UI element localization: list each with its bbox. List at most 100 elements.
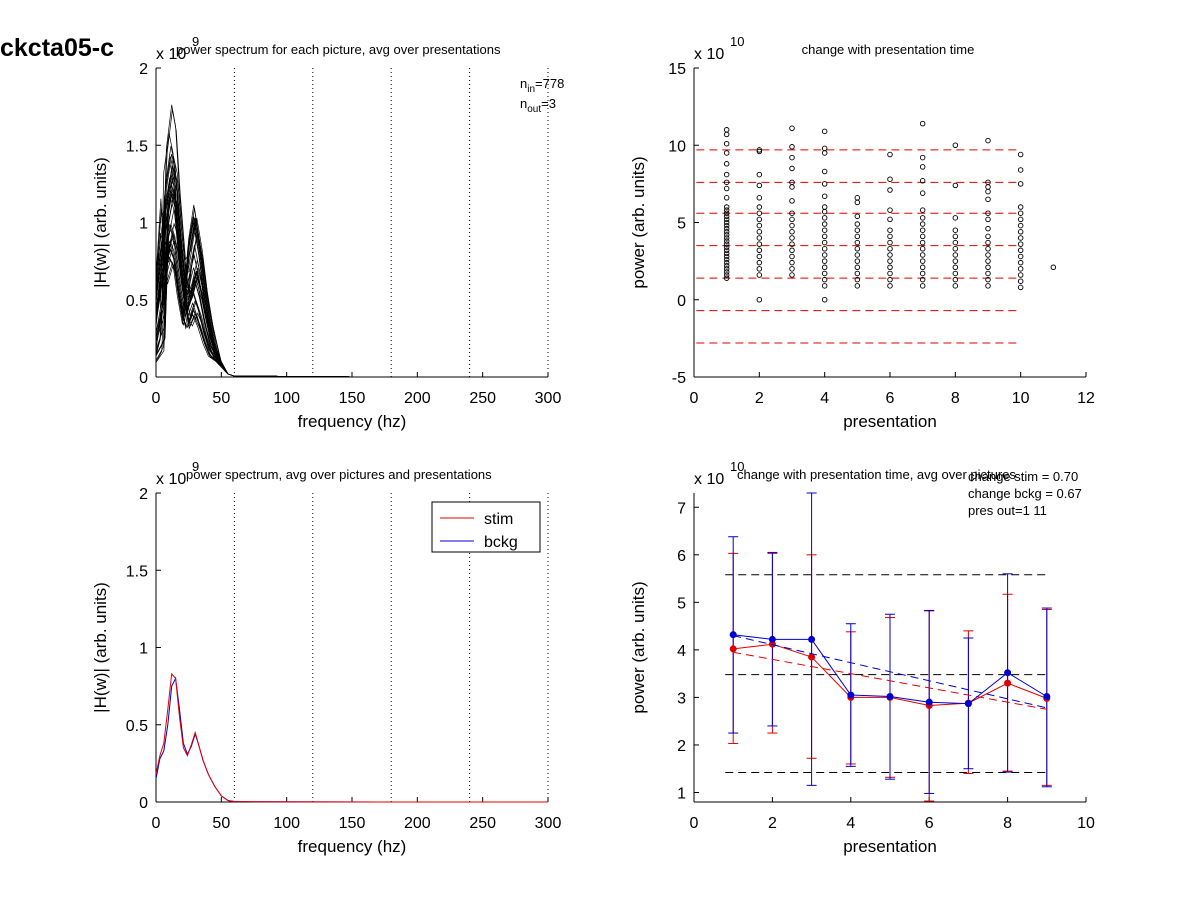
tr-scatter-point	[887, 239, 893, 246]
tr-scatter-point	[756, 204, 763, 210]
tr-scatter-point	[821, 145, 828, 152]
tr-scatter-point	[723, 127, 730, 133]
tr-scatter-point	[985, 233, 991, 240]
tr-scatter-point	[952, 258, 959, 264]
tr-scatter-point	[756, 171, 763, 178]
bl-series-stim	[155, 672, 548, 803]
br-point-bckg	[808, 635, 816, 643]
tr-scatter-point	[756, 229, 763, 235]
tr-scatter-point	[821, 233, 828, 240]
tr-scatter-point	[789, 184, 795, 190]
tr-scatter-point	[952, 233, 959, 240]
tr-scatter-point	[952, 182, 959, 189]
tr-scatter-point	[854, 270, 861, 277]
tr-scatter-point	[952, 252, 959, 258]
tr-scatter-point	[789, 165, 795, 172]
tr-scatter-point	[723, 259, 730, 266]
tr-scatter-point	[952, 246, 959, 252]
bl-x-axis-label: frequency (hz)	[298, 837, 407, 856]
tr-scatter-point	[1017, 253, 1024, 260]
tr-y-tick-label: 10	[668, 138, 686, 155]
tl-y-axis-label: |H(w)| (arb. units)	[91, 157, 110, 288]
tl-y-tick-label: 0.5	[126, 293, 148, 310]
tr-scatter-point	[723, 222, 730, 229]
bl-legend-label: bckg	[484, 534, 518, 551]
br-title: change with presentation time, avg over …	[737, 467, 1016, 482]
tr-scatter-point	[821, 258, 828, 264]
tr-scatter-point	[789, 266, 795, 272]
tr-scatter-point	[919, 154, 926, 161]
br-trend-bckg	[733, 635, 1047, 709]
br-point-bckg	[925, 698, 933, 706]
tr-scatter-point	[919, 283, 926, 289]
tr-scatter-point	[723, 219, 730, 226]
tr-scatter-point	[887, 283, 893, 289]
bl-y-tick-label: 0	[139, 795, 148, 812]
tr-scatter-point	[789, 241, 795, 247]
br-trend-stim	[733, 651, 1047, 710]
bl-y-tick-label: 1.5	[126, 563, 148, 580]
tl-y-tick-label: 1	[139, 216, 148, 233]
tr-scatter-point	[1017, 210, 1024, 216]
tr-scatter-point	[919, 178, 926, 184]
tr-scatter-point	[854, 283, 861, 289]
tr-scatter-point	[723, 250, 730, 257]
bl-x-tick-label: 150	[339, 815, 366, 832]
tr-scatter-point	[1017, 247, 1024, 254]
tr-scatter-point	[919, 276, 926, 283]
tl-y-tick-label: 1.5	[126, 138, 148, 155]
tr-scatter-point	[952, 142, 959, 148]
tr-scatter-point	[887, 151, 893, 158]
tr-scatter-point	[821, 193, 828, 199]
tr-scatter-point	[887, 216, 893, 223]
bl-x-tick-label: 300	[535, 815, 562, 832]
br-point-stim	[1004, 679, 1012, 687]
tr-scatter-point	[756, 182, 763, 189]
br-point-bckg	[1043, 692, 1051, 700]
br-y-tick-label: 1	[677, 785, 686, 802]
panel-bottom-left: 0 50 100 150 200 250 300 0 0.5 1 1.5 2 frequency (hz…	[91, 459, 561, 856]
tr-scatter-point	[952, 264, 959, 271]
tl-x-tick-label: 250	[469, 390, 496, 407]
tl-title: power spectrum for each picture, avg ove…	[176, 42, 501, 57]
tr-scatter-point	[756, 253, 763, 260]
bl-y-axis-label: |H(w)| (arb. units)	[91, 582, 110, 713]
tr-scatter-point	[723, 244, 730, 250]
tr-scatter-point	[756, 241, 763, 247]
tr-scatter-point	[1017, 222, 1024, 229]
tr-y-tick-label: -5	[672, 370, 686, 387]
tr-scatter-point	[723, 171, 730, 178]
tr-scatter-point	[756, 195, 763, 201]
bl-axis-exponent-power: 9	[192, 459, 199, 474]
tr-scatter-point	[789, 179, 795, 186]
tr-x-tick-label: 10	[1012, 390, 1030, 407]
tr-scatter-point	[919, 233, 926, 240]
tr-scatter-point	[723, 161, 730, 167]
bl-x-tick-label: 100	[273, 815, 300, 832]
tr-y-tick-label: 5	[677, 216, 686, 233]
tr-scatter-point	[887, 176, 893, 182]
tr-scatter-point	[756, 148, 763, 155]
tr-scatter-point	[1017, 278, 1024, 284]
tr-scatter-point	[919, 120, 926, 127]
tr-scatter-point	[919, 207, 926, 213]
tr-scatter-point	[821, 227, 828, 233]
br-annotation: change bckg = 0.67	[968, 486, 1082, 501]
bl-x-tick-label: 0	[152, 815, 161, 832]
bl-series-bckg	[155, 676, 548, 803]
tl-x-tick-label: 50	[212, 390, 230, 407]
tr-scatter-point	[1017, 284, 1024, 291]
tr-scatter-point	[919, 190, 926, 196]
tr-scatter-point	[756, 272, 763, 278]
tr-scatter-point	[789, 247, 795, 254]
tr-scatter-point	[887, 264, 893, 271]
tr-scatter-point	[723, 253, 730, 260]
tr-scatter-point	[919, 258, 926, 264]
bl-x-tick-label: 200	[404, 815, 431, 832]
tr-scatter-point	[1017, 151, 1024, 158]
tl-x-tick-label: 200	[404, 390, 431, 407]
tr-axis-exponent-power: 10	[730, 34, 744, 49]
tr-scatter-point	[854, 264, 861, 271]
br-x-tick-label: 2	[768, 815, 777, 832]
tr-scatter-point	[789, 272, 795, 278]
